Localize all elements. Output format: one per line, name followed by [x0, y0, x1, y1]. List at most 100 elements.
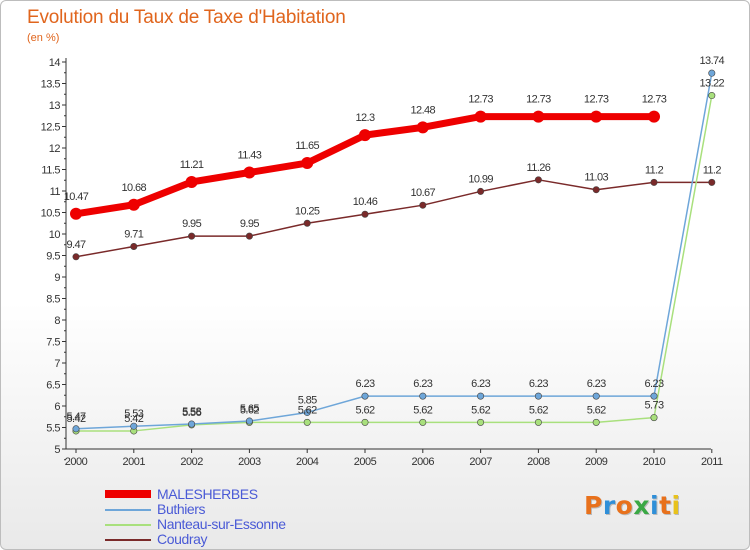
data-label-buthiers: 5.65 [240, 403, 259, 415]
data-label-nanteau-sur-essonne: 5.56 [182, 407, 201, 419]
data-label-nanteau-sur-essonne: 5.62 [587, 404, 606, 416]
legend: MALESHERBES Buthiers Nanteau-sur-Essonne… [105, 486, 405, 547]
data-label-malesherbes: 12.73 [526, 94, 551, 106]
data-label-coudray: 10.99 [468, 173, 493, 185]
data-label-nanteau-sur-essonne: 5.62 [529, 404, 548, 416]
y-tick-label: 11.5 [41, 165, 60, 177]
data-label-malesherbes: 11.65 [295, 140, 319, 152]
chart-title: Evolution du Taux de Taxe d'Habitation [27, 7, 346, 28]
data-label-coudray: 10.67 [411, 187, 436, 199]
logo-letter: o [615, 491, 634, 520]
legend-swatch-malesherbes [105, 490, 151, 498]
legend-swatch-buthiers [105, 509, 151, 511]
data-label-nanteau-sur-essonne: 5.42 [66, 413, 85, 425]
x-tick-label: 2010 [643, 456, 666, 468]
legend-label-buthiers: Buthiers [157, 501, 206, 517]
data-point-nanteau-sur-essonne [592, 418, 600, 426]
data-point-nanteau-sur-essonne [303, 418, 311, 426]
x-tick-label: 2002 [180, 456, 203, 468]
logo-letter: t [659, 491, 672, 520]
data-point-buthiers [534, 392, 542, 400]
y-tick-label: 13 [49, 100, 61, 112]
data-point-buthiers [188, 420, 196, 428]
data-point-coudray [419, 201, 427, 209]
data-point-malesherbes [301, 157, 314, 170]
data-label-coudray: 9.71 [124, 228, 143, 240]
data-point-malesherbes [532, 110, 545, 123]
data-label-malesherbes: 10.68 [122, 182, 147, 194]
series-line-nanteau-sur-essonne [75, 94, 713, 432]
data-label-buthiers: 13.74 [700, 55, 725, 67]
data-label-buthiers: 6.23 [413, 378, 432, 390]
x-tick-label: 2007 [469, 456, 492, 468]
data-label-coudray: 11.03 [584, 172, 608, 184]
data-point-nanteau-sur-essonne [477, 418, 485, 426]
series-line-coudray [75, 179, 713, 258]
logo-letter: r [602, 491, 616, 520]
data-point-coudray [708, 178, 716, 186]
x-tick-label: 2009 [585, 456, 608, 468]
data-label-nanteau-sur-essonne: 5.62 [355, 404, 374, 416]
y-tick-label: 10 [49, 229, 61, 241]
data-point-nanteau-sur-essonne [419, 418, 427, 426]
data-point-nanteau-sur-essonne [708, 92, 716, 100]
data-point-coudray [592, 186, 600, 194]
data-point-buthiers [130, 422, 138, 430]
data-point-malesherbes [243, 166, 256, 179]
data-point-malesherbes [70, 207, 82, 220]
x-tick-label: 2005 [354, 456, 377, 468]
x-tick-label: 2003 [238, 456, 261, 468]
data-label-malesherbes: 12.73 [642, 94, 667, 106]
data-point-malesherbes [648, 110, 660, 123]
data-label-malesherbes: 11.21 [180, 159, 204, 171]
data-point-malesherbes [416, 121, 429, 134]
data-point-malesherbes [474, 110, 487, 123]
data-label-coudray: 10.46 [353, 196, 378, 208]
chart-subtitle: (en %) [27, 32, 60, 44]
data-point-buthiers [72, 425, 80, 433]
data-point-coudray [245, 232, 253, 240]
y-tick-label: 11 [50, 186, 61, 198]
data-label-buthiers: 5.58 [182, 406, 201, 418]
data-point-buthiers [477, 392, 485, 400]
data-point-malesherbes [590, 110, 603, 123]
data-point-malesherbes [127, 198, 140, 211]
legend-item-malesherbes: MALESHERBES [105, 486, 405, 502]
x-tick-label: 2000 [65, 456, 88, 468]
x-tick-label: 2006 [412, 456, 435, 468]
y-tick-label: 7.5 [46, 337, 60, 349]
legend-swatch-nanteau [105, 524, 151, 526]
data-point-coudray [130, 242, 138, 250]
data-label-malesherbes: 11.43 [238, 150, 262, 162]
data-point-coudray [477, 187, 485, 195]
data-label-buthiers: 6.23 [529, 378, 548, 390]
data-label-coudray: 9.95 [240, 218, 259, 230]
data-label-buthiers: 5.53 [124, 408, 143, 420]
data-label-nanteau-sur-essonne: 5.62 [298, 404, 317, 416]
legend-item-coudray: Coudray [105, 531, 405, 547]
data-label-malesherbes: 12.3 [355, 112, 374, 124]
data-label-buthiers: 6.23 [471, 378, 490, 390]
x-tick-label: 2001 [123, 456, 146, 468]
legend-label-nanteau: Nanteau-sur-Essonne [157, 516, 286, 532]
data-label-malesherbes: 12.73 [468, 94, 493, 106]
data-point-nanteau-sur-essonne [361, 418, 369, 426]
legend-label-coudray: Coudray [157, 531, 208, 547]
data-label-malesherbes: 10.47 [64, 191, 89, 203]
data-point-malesherbes [359, 129, 371, 142]
data-label-buthiers: 5.85 [298, 394, 317, 406]
data-label-buthiers: 6.23 [355, 378, 374, 390]
data-label-nanteau-sur-essonne: 13.22 [700, 78, 725, 90]
legend-swatch-coudray [105, 539, 151, 541]
legend-item-buthiers: Buthiers [105, 501, 405, 517]
data-label-nanteau-sur-essonne: 5.73 [644, 400, 663, 412]
data-label-coudray: 9.47 [66, 239, 85, 251]
data-label-coudray: 11.2 [703, 164, 722, 176]
y-tick-label: 5 [54, 444, 60, 456]
logo-letter: x [633, 491, 650, 520]
data-label-buthiers: 6.23 [644, 378, 663, 390]
y-tick-label: 9 [54, 272, 60, 284]
legend-item-nanteau: Nanteau-sur-Essonne [105, 516, 405, 532]
